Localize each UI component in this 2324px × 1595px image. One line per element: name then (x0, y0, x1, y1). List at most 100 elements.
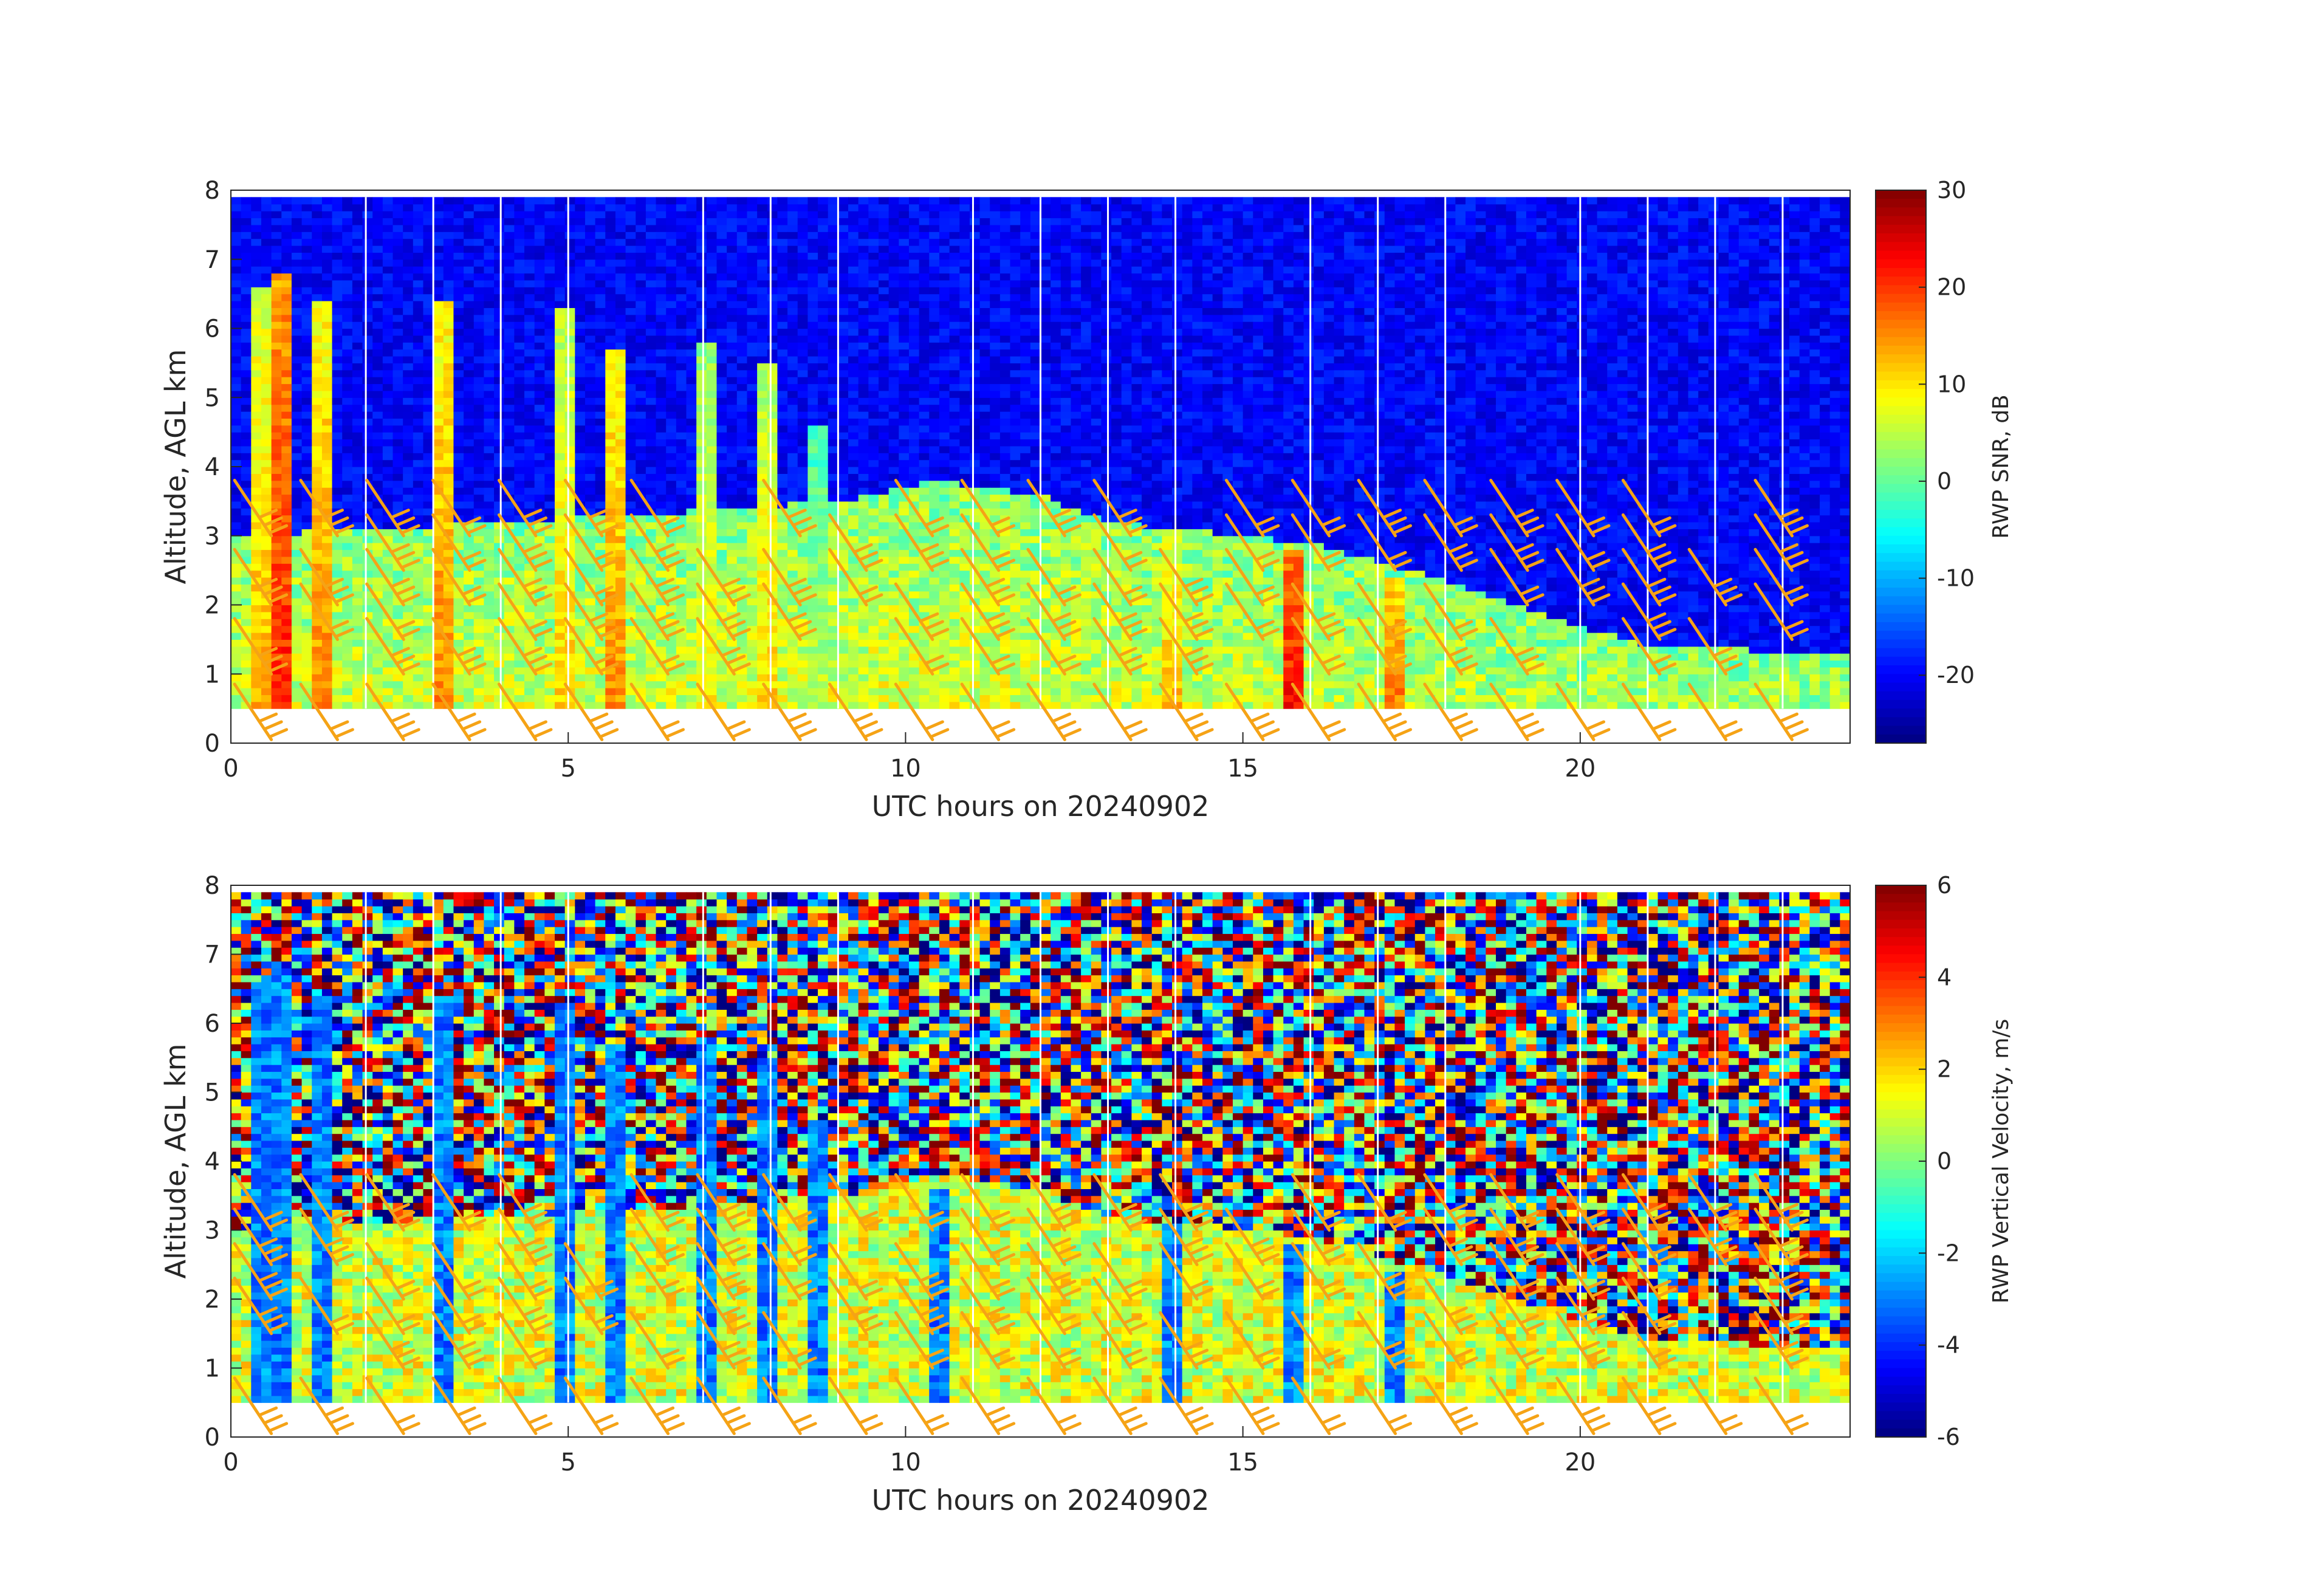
heatmap-cell (281, 349, 292, 357)
heatmap-cell (322, 335, 332, 343)
heatmap-cell (595, 294, 606, 301)
heatmap-cell (413, 405, 423, 412)
heatmap-cell (474, 273, 484, 281)
heatmap-cell (565, 391, 575, 398)
heatmap-cell (251, 391, 261, 398)
heatmap-cell (717, 329, 727, 336)
heatmap-cell (575, 681, 585, 688)
heatmap-cell (757, 356, 767, 363)
heatmap-cell (585, 571, 595, 578)
heatmap-cell (879, 563, 889, 571)
heatmap-cell (859, 453, 869, 460)
heatmap-cell (494, 239, 504, 246)
heatmap-cell (666, 252, 676, 259)
heatmap-cell (504, 363, 515, 370)
heatmap-cell (433, 612, 444, 619)
heatmap-cell (777, 473, 787, 481)
heatmap-cell (302, 377, 312, 384)
heatmap-cell (494, 425, 504, 433)
heatmap-cell (494, 273, 504, 281)
heatmap-cell (453, 197, 464, 204)
heatmap-cell (838, 446, 848, 453)
heatmap-cell (595, 453, 606, 460)
heatmap-cell (261, 204, 272, 211)
heatmap-cell (879, 225, 889, 232)
heatmap-cell (464, 294, 474, 301)
heatmap-cell (251, 453, 261, 460)
heatmap-cell (859, 370, 869, 377)
heatmap-cell (737, 342, 747, 349)
heatmap-cell (363, 356, 373, 363)
heatmap-cell (727, 563, 737, 571)
heatmap-cell (322, 384, 332, 391)
heatmap-cell (656, 467, 667, 474)
heatmap-cell (747, 667, 757, 674)
heatmap-cell (707, 397, 717, 405)
heatmap-cell (696, 342, 707, 349)
heatmap-cell (687, 619, 697, 626)
heatmap-cell (666, 239, 676, 246)
heatmap-cell (504, 307, 515, 315)
heatmap-cell (737, 432, 747, 439)
heatmap-cell (423, 674, 433, 681)
heatmap-cell (575, 197, 585, 204)
heatmap-cell (342, 605, 352, 612)
heatmap-cell (342, 315, 352, 322)
heatmap-cell (909, 626, 919, 633)
heatmap-cell (433, 508, 444, 515)
heatmap-cell (899, 467, 909, 474)
heatmap-cell (342, 508, 352, 515)
heatmap-cell (889, 598, 899, 605)
heatmap-cell (636, 660, 646, 668)
heatmap-cell (807, 467, 818, 474)
heatmap-cell (474, 674, 484, 681)
heatmap-cell (717, 681, 727, 688)
heatmap-cell (231, 377, 241, 384)
heatmap-cell (899, 377, 909, 384)
heatmap-cell (272, 294, 282, 301)
heatmap-cell (899, 473, 909, 481)
heatmap-cell (403, 432, 413, 439)
heatmap-cell (889, 453, 899, 460)
heatmap-cell (818, 536, 828, 543)
heatmap-cell (281, 653, 292, 660)
heatmap-cell (231, 460, 241, 467)
heatmap-cell (605, 197, 615, 204)
heatmap-cell (251, 335, 261, 343)
heatmap-cell (494, 501, 504, 509)
heatmap-cell (494, 397, 504, 405)
heatmap-cell (302, 653, 312, 660)
heatmap-cell (231, 605, 241, 612)
heatmap-cell (322, 557, 332, 564)
heatmap-cell (514, 363, 524, 370)
heatmap-cell (372, 321, 383, 329)
heatmap-cell (555, 349, 565, 357)
heatmap-cell (281, 557, 292, 564)
heatmap-cell (453, 674, 464, 681)
heatmap-cell (777, 273, 787, 281)
heatmap-cell (828, 259, 838, 267)
heatmap-cell (322, 259, 332, 267)
heatmap-cell (889, 363, 899, 370)
heatmap-cell (859, 405, 869, 412)
heatmap-cell (807, 577, 818, 585)
heatmap-cell (393, 377, 403, 384)
heatmap-cell (717, 273, 727, 281)
heatmap-cell (828, 384, 838, 391)
heatmap-cell (747, 501, 757, 509)
heatmap-cell (717, 605, 727, 612)
heatmap-cell (524, 481, 535, 488)
heatmap-cell (656, 411, 667, 419)
heatmap-cell (312, 522, 322, 529)
heatmap-cell (838, 432, 848, 439)
heatmap-cell (241, 329, 252, 336)
heatmap-cell (363, 495, 373, 502)
heatmap-cell (231, 266, 241, 273)
heatmap-cell (899, 335, 909, 343)
heatmap-cell (838, 425, 848, 433)
heatmap-cell (909, 487, 919, 495)
heatmap-cell (727, 315, 737, 322)
heatmap-cell (312, 329, 322, 336)
heatmap-cell (879, 218, 889, 225)
heatmap-cell (636, 653, 646, 660)
